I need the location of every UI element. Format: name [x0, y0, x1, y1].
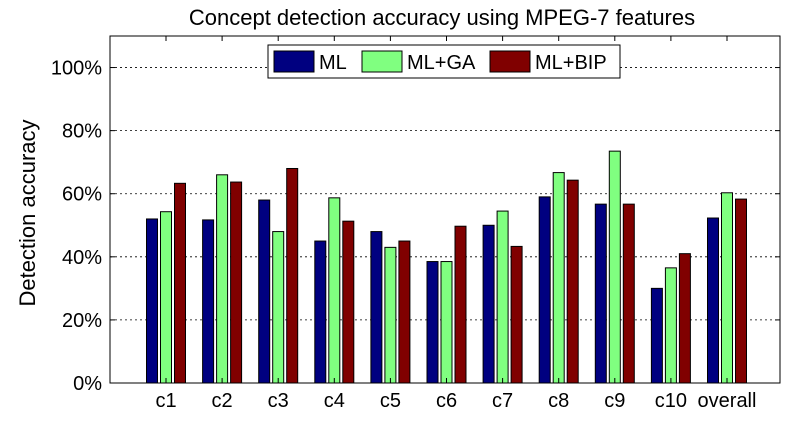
bar-ml-ga-c10 — [664, 267, 677, 384]
bar-ml-c6 — [426, 261, 439, 384]
bar-ml-bip-c6 — [454, 225, 467, 384]
bar-ml-c8 — [538, 196, 551, 384]
bar-ml-ga-c1 — [160, 211, 172, 384]
bars — [146, 150, 747, 384]
legend: ML ML+GA ML+BIP — [267, 44, 621, 79]
x-tick-label: c3 — [268, 390, 289, 412]
bar-ml-bip-c7 — [510, 245, 523, 384]
bar-ml-c1 — [146, 218, 158, 384]
bar-ml-ga-c6 — [440, 261, 453, 384]
bar-ml-bip-c9 — [622, 203, 635, 384]
bar-ml-ga-c9 — [608, 150, 621, 384]
y-tick-label: 40% — [62, 247, 102, 269]
bar-ml-bip-c2 — [230, 181, 243, 384]
bar-ml-bip-c3 — [286, 167, 299, 384]
legend-label: ML+GA — [407, 52, 476, 74]
bar-ml-c7 — [482, 224, 495, 384]
legend-label: ML — [319, 52, 347, 74]
y-tick-label: 20% — [62, 310, 102, 332]
bar-ml-c2 — [202, 219, 215, 384]
bar-ml-bip-overall — [735, 198, 747, 384]
bar-ml-c10 — [650, 287, 663, 384]
x-tick-label: c10 — [655, 390, 687, 412]
legend-swatch-ml — [273, 50, 315, 73]
legend-swatch-ml-bip — [489, 50, 531, 73]
chart-title: Concept detection accuracy using MPEG-7 … — [189, 5, 695, 30]
legend-swatch-ml-ga — [361, 50, 403, 73]
x-tick-label: c5 — [380, 390, 401, 412]
plot-frame — [109, 35, 781, 384]
legend-label: ML+BIP — [535, 52, 607, 74]
bar-ml-c3 — [258, 199, 271, 384]
bar-ml-bip-c10 — [678, 253, 691, 384]
bar-ml-ga-c2 — [216, 174, 229, 384]
y-axis-ticks: 0% 20% 40% 60% 80% 100% — [51, 58, 780, 395]
bar-ml-bip-c8 — [566, 179, 579, 384]
x-tick-label: c1 — [155, 390, 176, 412]
x-tick-label: c8 — [548, 390, 569, 412]
bar-ml-ga-c8 — [552, 172, 565, 384]
y-axis-label: Detection accuracy — [15, 119, 40, 306]
bar-ml-ga-overall — [721, 192, 733, 384]
bar-ml-c9 — [594, 203, 607, 384]
x-tick-label: c6 — [436, 390, 457, 412]
y-tick-label: 80% — [62, 121, 102, 143]
y-tick-label: 0% — [73, 373, 102, 395]
bar-ml-ga-c5 — [384, 246, 397, 384]
x-tick-label: c2 — [212, 390, 233, 412]
legend-box — [267, 44, 621, 79]
y-tick-label: 100% — [51, 58, 102, 80]
x-tick-label: c7 — [492, 390, 513, 412]
bar-ml-bip-c1 — [174, 182, 186, 384]
bar-ml-overall — [707, 217, 719, 384]
bar-ml-c4 — [314, 240, 327, 384]
bar-ml-ga-c4 — [328, 197, 341, 384]
x-tick-label: c4 — [324, 390, 345, 412]
bar-ml-ga-c7 — [496, 210, 509, 384]
y-tick-label: 60% — [62, 184, 102, 206]
x-tick-label: c9 — [604, 390, 625, 412]
x-axis-ticks: c1 c2 c3 c4 c5 c6 c7 c8 c9 c10 overall — [155, 36, 756, 412]
bar-ml-bip-c5 — [398, 240, 411, 384]
bar-ml-bip-c4 — [342, 220, 355, 384]
x-tick-label: overall — [698, 390, 757, 412]
bar-ml-ga-c3 — [272, 231, 285, 384]
bar-ml-c5 — [370, 231, 383, 384]
